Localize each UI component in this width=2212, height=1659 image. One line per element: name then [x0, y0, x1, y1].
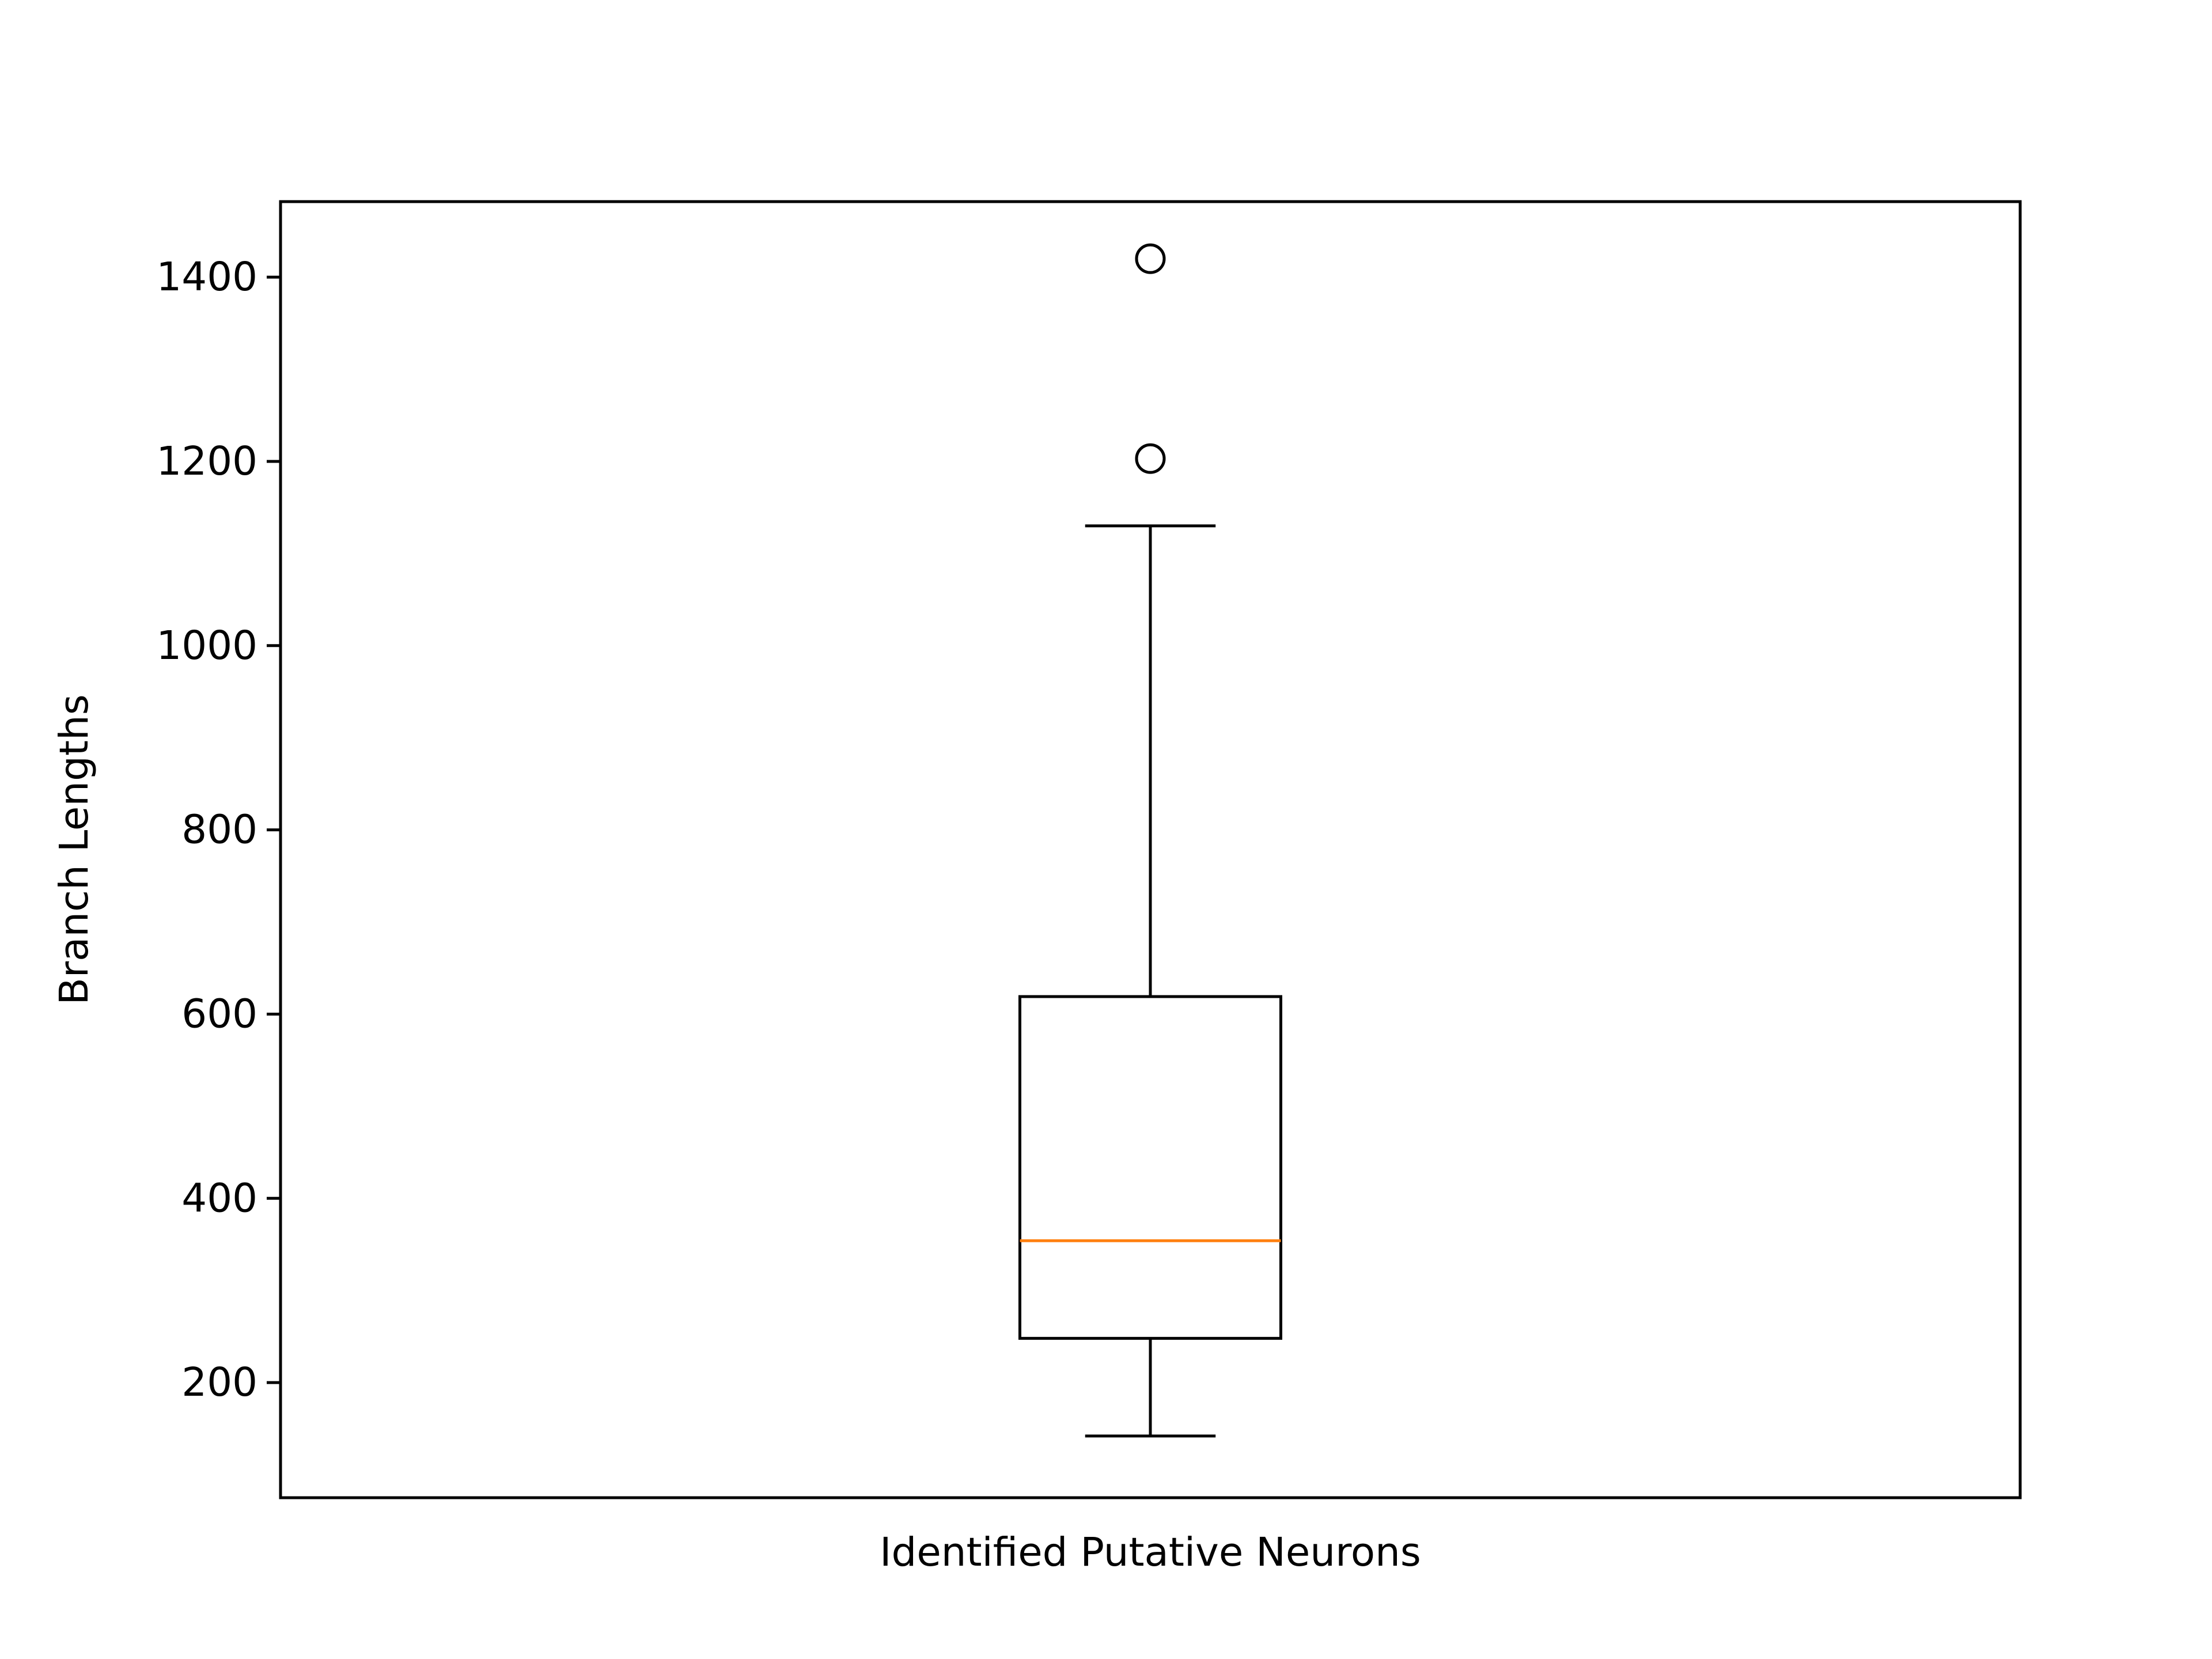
y-tick-label: 600 — [181, 991, 257, 1037]
y-axis-ticks: 200 400 600 800 1000 1200 1400 — [156, 254, 281, 1406]
outlier-point — [1135, 243, 1166, 274]
y-tick-label: 800 — [181, 807, 257, 853]
axes-frame — [279, 200, 2022, 1499]
y-tick-label: 400 — [181, 1175, 257, 1221]
y-axis-label: Branch Lengths — [51, 694, 97, 1005]
iqr-box — [1018, 995, 1282, 1340]
y-tick-label: 1000 — [156, 623, 257, 669]
x-axis-label: Identified Putative Neurons — [880, 1529, 1421, 1575]
y-tick-label: 1400 — [156, 254, 257, 300]
y-tick-label: 200 — [181, 1359, 257, 1406]
y-tick-label: 1200 — [156, 438, 257, 484]
box-plot-marks — [1018, 243, 1282, 1438]
outlier-point — [1135, 443, 1166, 474]
